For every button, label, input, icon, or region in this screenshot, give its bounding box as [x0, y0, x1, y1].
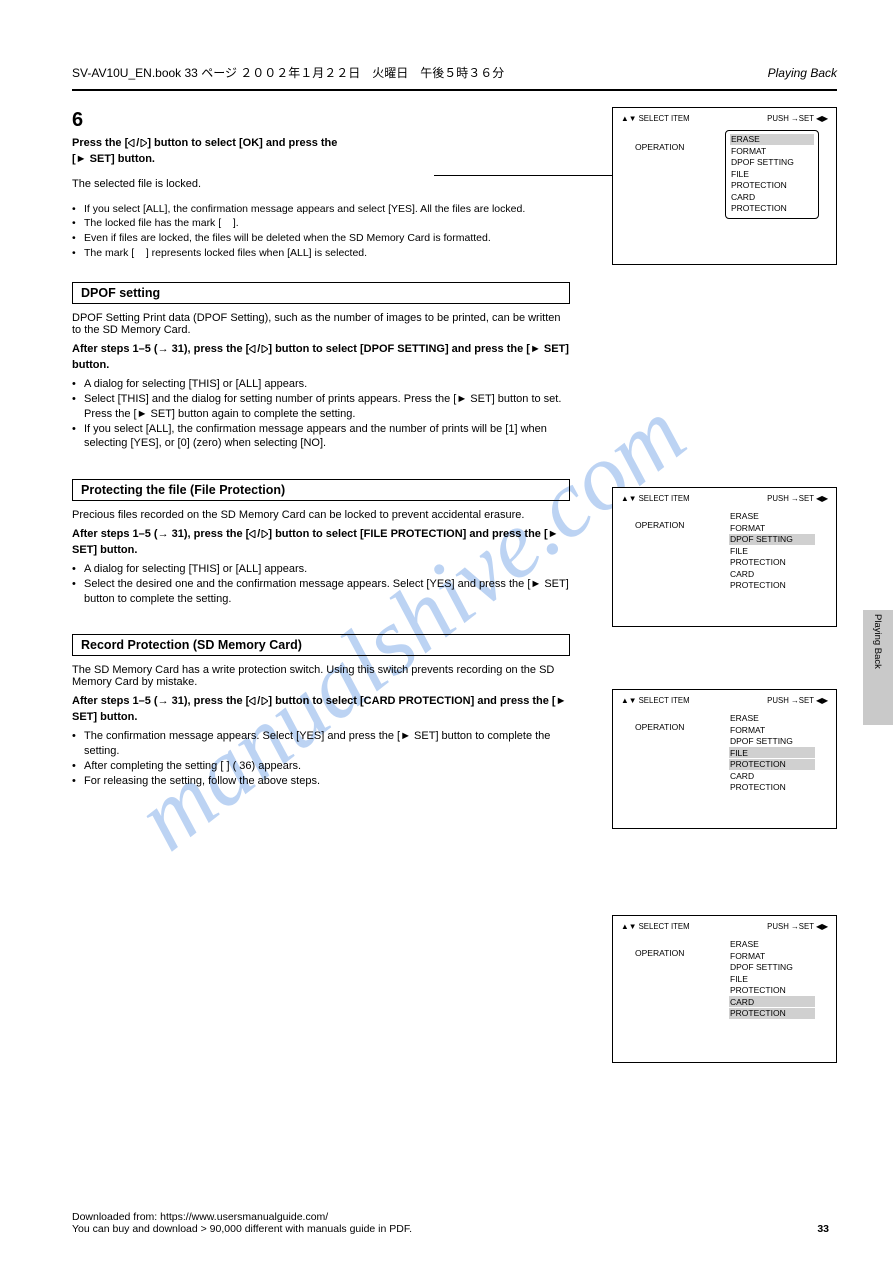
footer-hint: You can buy and download > 90,000 differ… [72, 1223, 412, 1235]
header-rule [72, 89, 837, 91]
page-footer: Downloaded from: https://www.usersmanual… [0, 1211, 893, 1235]
section-prot-lead: Precious files recorded on the SD Memory… [72, 509, 570, 521]
set-icon: ► [76, 153, 87, 165]
page-ref-icon: → [158, 343, 169, 355]
menu-left-label: OPERATION [635, 948, 684, 958]
submenu-item: FORMAT [729, 950, 815, 961]
tri-left-icon [249, 695, 257, 710]
submenu-item: PROTECTION [729, 782, 815, 793]
section-dpof-step: After steps 1–5 (→ 31), press the [/] bu… [72, 342, 572, 373]
submenu-item: DPOF SETTING [729, 962, 815, 973]
leftright-icon: ◀▶ [816, 696, 828, 705]
submenu-item: PROTECTION [729, 985, 815, 996]
submenu-item: FILE [730, 168, 814, 179]
submenu-item: PROTECTION [729, 1008, 815, 1019]
updown-icon: ▲▼ [621, 922, 636, 931]
step6-title: Press the [/] button to select [OK] and … [72, 136, 572, 167]
tri-right-icon [260, 695, 268, 710]
section-dpof-body: •A dialog for selecting [THIS] or [ALL] … [72, 377, 572, 451]
submenu-item: CARD [730, 191, 814, 202]
tri-left-icon [128, 137, 136, 152]
submenu: ERASE FORMAT DPOF SETTING FILE PROTECTIO… [725, 712, 819, 793]
submenu: ERASE FORMAT DPOF SETTING FILE PROTECTIO… [725, 510, 819, 591]
section-dpof-title: DPOF setting [72, 282, 570, 304]
submenu-item: ERASE [729, 939, 815, 950]
header-filepath: SV-AV10U_EN.book 33 ページ ２００２年１月２２日 火曜日 午… [72, 64, 504, 81]
submenu-item: DPOF SETTING [730, 157, 814, 168]
page-header: SV-AV10U_EN.book 33 ページ ２００２年１月２２日 火曜日 午… [72, 64, 837, 81]
set-icon: ► [530, 343, 541, 355]
section-prot-body: •A dialog for selecting [THIS] or [ALL] … [72, 562, 572, 607]
leftright-icon: ◀▶ [816, 922, 828, 931]
submenu-item: PROTECTION [729, 759, 815, 770]
section-prot-step: After steps 1–5 (→ 31), press the [/] bu… [72, 527, 572, 558]
submenu-item: CARD [729, 996, 815, 1007]
leftright-icon: ◀▶ [816, 494, 828, 503]
submenu-item: FILE [729, 747, 815, 758]
tri-right-icon [260, 528, 268, 543]
leftright-icon: ◀▶ [816, 114, 828, 123]
screen-operation-4: ▲▼ SELECT ITEM PUSH →SET ◀▶ OPERATION ER… [612, 915, 837, 1063]
footer-page: 33 [817, 1223, 829, 1235]
step6-ok: [OK] [239, 137, 263, 149]
submenu-item: FILE [729, 545, 815, 556]
submenu-item: ERASE [729, 713, 815, 724]
screen-operation-3: ▲▼ SELECT ITEM PUSH →SET ◀▶ OPERATION ER… [612, 689, 837, 829]
submenu: ERASE FORMAT DPOF SETTING FILE PROTECTIO… [725, 938, 819, 1019]
submenu: ERASE FORMAT DPOF SETTING FILE PROTECTIO… [725, 130, 819, 219]
step6-body: The selected file is locked. [72, 177, 572, 192]
footer-url: Downloaded from: https://www.usersmanual… [72, 1211, 412, 1223]
updown-icon: ▲▼ [621, 494, 636, 503]
set-icon: ► [548, 528, 559, 540]
tri-right-icon [139, 137, 147, 152]
section-rec-title: Record Protection (SD Memory Card) [72, 634, 570, 656]
submenu-item: PROTECTION [729, 557, 815, 568]
screen-operation-1: ▲▼ SELECT ITEM PUSH →SET ◀▶ OPERATION ER… [612, 107, 837, 265]
submenu-item: DPOF SETTING [729, 534, 815, 545]
set-icon: ► [556, 695, 567, 707]
submenu-item: FORMAT [729, 724, 815, 735]
step6-number: 6 [72, 107, 572, 134]
submenu-item: DPOF SETTING [729, 736, 815, 747]
submenu-item: CARD [729, 568, 815, 579]
submenu-item: PROTECTION [730, 203, 814, 214]
submenu-item: ERASE [729, 511, 815, 522]
submenu-item: PROTECTION [730, 180, 814, 191]
submenu-item: ERASE [730, 134, 814, 145]
header-section: Playing Back [768, 66, 837, 80]
step6-notes: •• If you select [ALL], the confirmation… [72, 202, 572, 261]
callout-line [434, 175, 628, 176]
menu-left-label: OPERATION [635, 142, 684, 152]
submenu-item: PROTECTION [729, 580, 815, 591]
section-rec-step: After steps 1–5 (→ 31), press the [/] bu… [72, 694, 572, 725]
tri-left-icon [249, 528, 257, 543]
updown-icon: ▲▼ [621, 696, 636, 705]
tri-right-icon [260, 343, 268, 358]
section-rec-body: •The confirmation message appears. Selec… [72, 729, 572, 788]
submenu-item: FORMAT [729, 522, 815, 533]
step6: 6 Press the [/] button to select [OK] an… [72, 107, 572, 260]
tri-left-icon [249, 343, 257, 358]
submenu-item: CARD [729, 770, 815, 781]
menu-left-label: OPERATION [635, 722, 684, 732]
page-ref-icon: → [158, 528, 169, 540]
updown-icon: ▲▼ [621, 114, 636, 123]
submenu-item: FILE [729, 973, 815, 984]
section-dpof-lead: DPOF Setting Print data (DPOF Setting), … [72, 312, 570, 336]
section-prot-title: Protecting the file (File Protection) [72, 479, 570, 501]
page-ref-icon: → [158, 695, 169, 707]
menu-left-label: OPERATION [635, 520, 684, 530]
section-rec-lead: The SD Memory Card has a write protectio… [72, 664, 570, 688]
submenu-item: FORMAT [730, 145, 814, 156]
screen-operation-2: ▲▼ SELECT ITEM PUSH →SET ◀▶ OPERATION ER… [612, 487, 837, 627]
